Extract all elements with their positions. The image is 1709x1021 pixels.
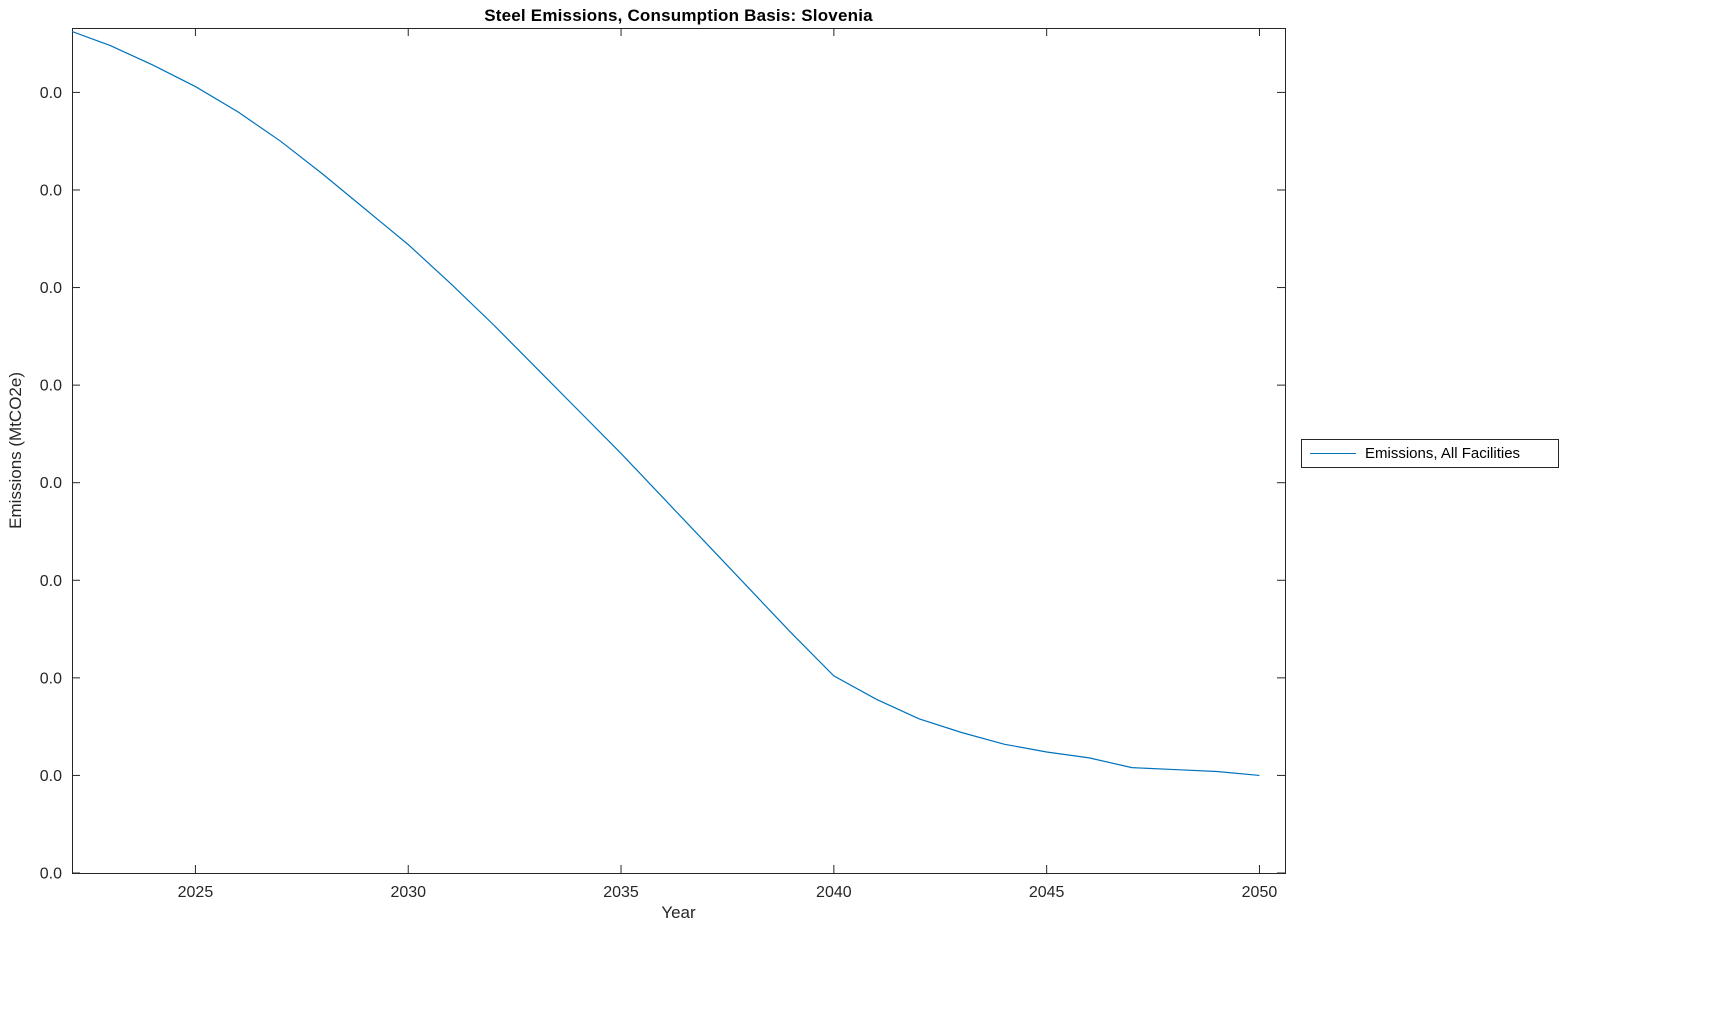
y-axis-label-container: Emissions (MtCO2e) [6, 28, 26, 873]
x-axis-label: Year [661, 903, 696, 922]
svg-text:0.0: 0.0 [40, 670, 62, 687]
legend-entry-label: Emissions, All Facilities [1365, 445, 1521, 462]
svg-text:0.0: 0.0 [40, 85, 62, 102]
svg-text:0.0: 0.0 [40, 475, 62, 492]
svg-text:2030: 2030 [390, 884, 426, 901]
svg-text:2050: 2050 [1242, 884, 1278, 901]
svg-text:0.0: 0.0 [40, 573, 62, 590]
svg-text:2040: 2040 [816, 884, 852, 901]
svg-text:0.0: 0.0 [40, 280, 62, 297]
svg-text:2025: 2025 [178, 884, 214, 901]
emissions-line [72, 30, 1260, 777]
svg-text:2045: 2045 [1029, 884, 1065, 901]
svg-text:0.0: 0.0 [40, 768, 62, 785]
svg-text:0.0: 0.0 [40, 182, 62, 199]
legend-line-sample [1310, 453, 1356, 454]
svg-text:0.0: 0.0 [40, 378, 62, 395]
x-ticks [194, 28, 1260, 873]
x-tick-labels: 2025 2030 2035 2040 2045 2050 [178, 884, 1278, 901]
svg-text:2035: 2035 [603, 884, 639, 901]
y-axis-label: Emissions (MtCO2e) [6, 372, 25, 529]
y-ticks [72, 91, 1285, 874]
svg-text:0.0: 0.0 [40, 866, 62, 883]
legend[interactable]: Emissions, All Facilities [1301, 439, 1559, 468]
axes-box [72, 28, 1286, 874]
chart-title: Steel Emissions, Consumption Basis: Slov… [484, 6, 873, 25]
y-tick-labels: 0.0 0.0 0.0 0.0 0.0 0.0 0.0 0.0 0.0 [40, 85, 62, 883]
